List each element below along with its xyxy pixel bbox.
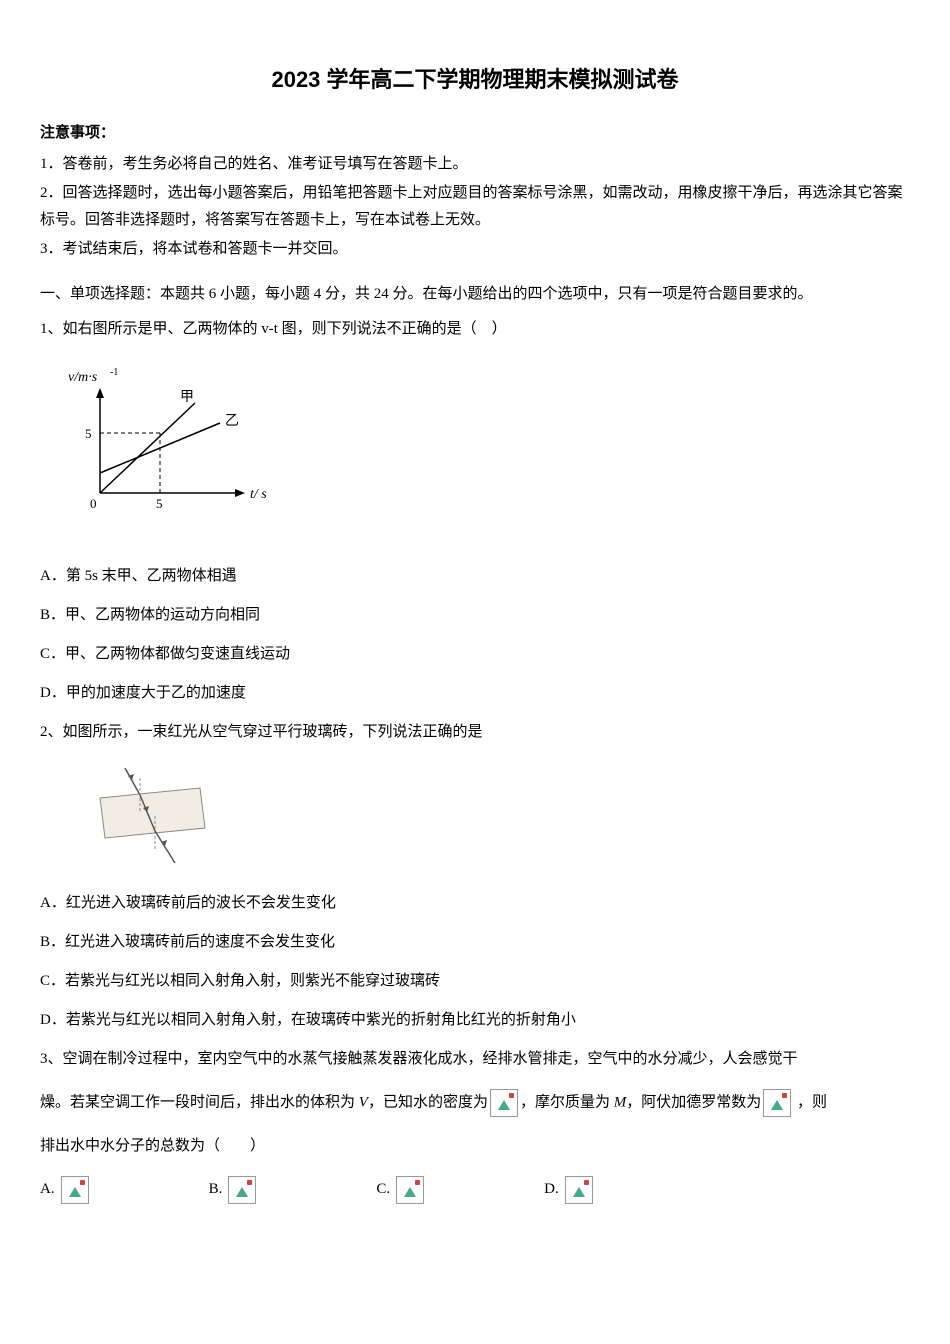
x-arrow xyxy=(235,489,245,497)
q3-part2g: ，则 xyxy=(793,1094,827,1110)
instruction-3: 3．考试结束后，将本试卷和答题卡一并交回。 xyxy=(40,236,910,263)
instructions-header: 注意事项： xyxy=(40,120,910,147)
question-2: 2、如图所示，一束红光从空气穿过平行玻璃砖，下列说法正确的是 A．红光进入玻璃砖… xyxy=(40,719,910,1034)
q1-option-d: D．甲的加速度大于乙的加速度 xyxy=(40,680,910,707)
q2-option-a: A．红光进入玻璃砖前后的波长不会发生变化 xyxy=(40,890,910,917)
line-yi xyxy=(100,423,220,473)
q3-opt-d-label: D. xyxy=(544,1176,559,1203)
origin-label: 0 xyxy=(90,496,97,511)
q3-text-line3: 排出水中水分子的总数为（ ） xyxy=(40,1133,910,1160)
q2-image xyxy=(70,758,910,878)
q3-part2a: 燥。若某空调工作一段时间后，排出水的体积为 xyxy=(40,1094,359,1110)
q3-option-d: D. xyxy=(544,1176,593,1204)
question-1: 1、如右图所示是甲、乙两物体的 v-t 图，则下列说法不正确的是（ ） v/m·… xyxy=(40,316,910,707)
q3-option-c: C. xyxy=(376,1176,424,1204)
q3-opt-b-label: B. xyxy=(209,1176,223,1203)
q1-graph: v/m·s -1 0 5 5 甲 乙 t/ s xyxy=(60,363,910,533)
q3-option-a: A. xyxy=(40,1176,89,1204)
y-tick-5: 5 xyxy=(85,426,92,441)
emergent-ray xyxy=(155,831,175,863)
xlabel: t/ s xyxy=(250,487,267,502)
ylabel-exp: -1 xyxy=(110,367,118,378)
q2-option-c: C．若紫光与红光以相同入射角入射，则紫光不能穿过玻璃砖 xyxy=(40,968,910,995)
glass-slab-svg xyxy=(70,758,220,868)
q3-text-line2: 燥。若某空调工作一段时间后，排出水的体积为 V，已知水的密度为，摩尔质量为 M，… xyxy=(40,1089,910,1117)
instruction-2: 2．回答选择题时，选出每小题答案后，用铅笔把答题卡上对应题目的答案标号涂黑，如需… xyxy=(40,180,910,234)
glass-slab xyxy=(100,788,205,838)
broken-formula-b-icon xyxy=(228,1176,256,1204)
broken-formula-c-icon xyxy=(396,1176,424,1204)
x-tick-5: 5 xyxy=(156,496,163,511)
label-yi: 乙 xyxy=(225,413,239,429)
question-3: 3、空调在制冷过程中，室内空气中的水蒸气接触蒸发器液化成水，经排水管排走，空气中… xyxy=(40,1046,910,1204)
q3-option-b: B. xyxy=(209,1176,257,1204)
q3-opt-a-label: A. xyxy=(40,1176,55,1203)
q3-part2f: ，阿伏加德罗常数为 xyxy=(626,1094,761,1110)
q2-option-d: D．若紫光与红光以相同入射角入射，在玻璃砖中紫光的折射角比红光的折射角小 xyxy=(40,1007,910,1034)
q1-option-b: B．甲、乙两物体的运动方向相同 xyxy=(40,602,910,629)
broken-rho-icon xyxy=(490,1089,518,1117)
vt-graph-svg: v/m·s -1 0 5 5 甲 乙 t/ s xyxy=(60,363,280,523)
broken-formula-d-icon xyxy=(565,1176,593,1204)
ylabel: v/m·s xyxy=(68,370,98,385)
q1-option-a: A．第 5s 末甲、乙两物体相遇 xyxy=(40,563,910,590)
q3-options-row: A. B. C. D. xyxy=(40,1176,910,1204)
q2-option-b: B．红光进入玻璃砖前后的速度不会发生变化 xyxy=(40,929,910,956)
section-1-header: 一、单项选择题：本题共 6 小题，每小题 4 分，共 24 分。在每小题给出的四… xyxy=(40,281,910,308)
label-jia: 甲 xyxy=(180,390,194,405)
q3-var-m: M xyxy=(614,1094,627,1110)
line-jia xyxy=(100,403,195,493)
exam-title: 2023 学年高二下学期物理期末模拟测试卷 xyxy=(40,60,910,100)
q2-text: 2、如图所示，一束红光从空气穿过平行玻璃砖，下列说法正确的是 xyxy=(40,719,910,746)
y-arrow xyxy=(96,388,104,398)
q1-option-c: C．甲、乙两物体都做匀变速直线运动 xyxy=(40,641,910,668)
q1-text: 1、如右图所示是甲、乙两物体的 v-t 图，则下列说法不正确的是（ ） xyxy=(40,316,910,343)
instruction-1: 1．答卷前，考生务必将自己的姓名、准考证号填写在答题卡上。 xyxy=(40,151,910,178)
q3-part2d: ，摩尔质量为 xyxy=(520,1094,614,1110)
broken-na-icon xyxy=(763,1089,791,1117)
q3-part2c: ，已知水的密度为 xyxy=(368,1094,488,1110)
broken-formula-a-icon xyxy=(61,1176,89,1204)
incident-ray xyxy=(125,768,140,795)
q3-opt-c-label: C. xyxy=(376,1176,390,1203)
q3-var-v: V xyxy=(359,1094,368,1110)
q3-text-line1: 3、空调在制冷过程中，室内空气中的水蒸气接触蒸发器液化成水，经排水管排走，空气中… xyxy=(40,1046,910,1073)
